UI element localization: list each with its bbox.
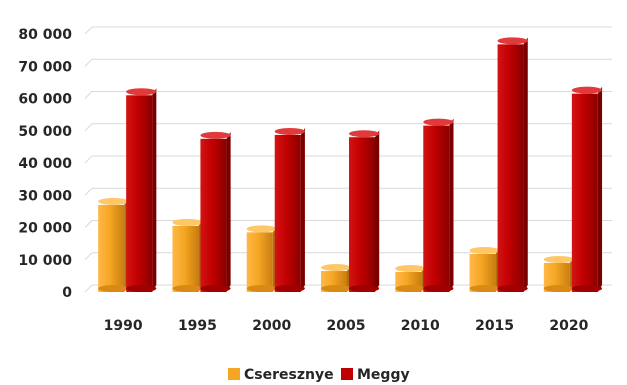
gridline-side xyxy=(84,252,93,261)
x-tick-label: 2010 xyxy=(401,318,440,334)
bar-top xyxy=(321,264,352,272)
bar-cseresznye-2010 xyxy=(395,265,426,292)
bar-meggy-2000 xyxy=(274,127,305,292)
bar-bottom xyxy=(321,285,352,292)
y-tick-label: 60 000 xyxy=(18,92,72,108)
bar-bottom xyxy=(423,285,454,292)
bar-top xyxy=(98,197,129,205)
x-axis: 1990 1995 2000 2005 2010 2015 2020 xyxy=(104,318,589,334)
bar-side xyxy=(152,88,157,293)
bar-front xyxy=(497,44,524,292)
bar-bottom xyxy=(571,285,603,292)
bar-bottom xyxy=(172,285,203,292)
bar-top xyxy=(246,225,277,233)
y-tick-label: 10 000 xyxy=(18,253,72,269)
y-tick-label: 80 000 xyxy=(18,27,72,43)
x-tick-label: 1995 xyxy=(178,318,217,334)
bar-front xyxy=(126,95,153,293)
bar-side xyxy=(449,118,454,292)
bar-front xyxy=(98,204,125,292)
bar-side xyxy=(523,37,528,292)
gridline-side xyxy=(84,58,93,67)
bar-cseresznye-1995 xyxy=(172,218,203,292)
bar-bottom xyxy=(395,285,426,292)
bar-bottom xyxy=(246,285,277,292)
bar-bottom xyxy=(469,285,500,292)
bar-front xyxy=(200,138,227,292)
gridline-side xyxy=(84,284,93,293)
bar-bottom xyxy=(126,285,157,292)
bar-top xyxy=(571,86,603,94)
bar-bottom xyxy=(543,285,575,292)
bar-front xyxy=(246,232,273,292)
bar-bottom xyxy=(274,285,305,292)
x-tick-label: 2000 xyxy=(252,318,291,334)
bar-front xyxy=(349,137,375,292)
bar-meggy-2005 xyxy=(349,130,380,292)
bar-meggy-1995 xyxy=(200,131,231,292)
bar-front xyxy=(274,134,301,292)
gridlines xyxy=(84,26,612,293)
y-tick-label: 40 000 xyxy=(18,156,72,172)
gridline-side xyxy=(84,26,93,35)
y-tick-label: 0 xyxy=(62,285,72,301)
legend-label-meggy: Meggy xyxy=(357,367,410,383)
bar-bottom xyxy=(200,285,231,292)
gridline-side xyxy=(84,123,93,132)
bar-meggy-2015 xyxy=(497,37,528,292)
bar-cseresznye-2015 xyxy=(469,246,500,292)
bar-top xyxy=(395,265,426,273)
bar-top xyxy=(126,88,157,96)
bar-bottom xyxy=(98,285,129,292)
bar-side xyxy=(375,130,380,292)
x-tick-label: 2015 xyxy=(475,318,514,334)
gridline-side xyxy=(84,155,93,164)
bar-meggy-1990 xyxy=(126,88,157,293)
x-tick-label: 2020 xyxy=(549,318,588,334)
bar-front xyxy=(172,225,199,292)
bar-top xyxy=(200,131,231,139)
y-tick-label: 50 000 xyxy=(18,124,72,140)
bar-front xyxy=(571,93,598,292)
bar-bottom xyxy=(349,285,380,292)
bar-meggy-2010 xyxy=(423,118,454,292)
y-axis: 0 10 000 20 000 30 000 40 000 50 000 60 000 70 … xyxy=(18,27,72,301)
bar-side xyxy=(226,131,231,292)
bar-cseresznye-2020 xyxy=(543,255,575,292)
bar-side xyxy=(597,86,603,292)
bar-meggy-2020 xyxy=(571,86,603,292)
y-tick-label: 20 000 xyxy=(18,221,72,237)
bar-bottom xyxy=(497,285,528,292)
legend-swatch-cseresznye xyxy=(228,368,240,380)
x-tick-label: 1990 xyxy=(104,318,143,334)
bar-top xyxy=(543,255,575,263)
bar-side xyxy=(300,127,305,292)
y-tick-label: 30 000 xyxy=(18,188,72,204)
gridline-side xyxy=(84,220,93,228)
bar-cseresznye-2005 xyxy=(321,264,352,292)
bar-cseresznye-1990 xyxy=(98,197,129,292)
bar-top xyxy=(497,37,528,45)
y-tick-label: 70 000 xyxy=(18,59,72,75)
bar-top xyxy=(423,118,454,126)
x-tick-label: 2005 xyxy=(327,318,366,334)
bar-front xyxy=(423,125,450,292)
gridline-side xyxy=(84,187,93,196)
legend-label-cseresznye: Cseresznye xyxy=(244,367,334,383)
bar-cseresznye-2000 xyxy=(246,225,277,292)
gridline-side xyxy=(84,91,93,99)
bars xyxy=(98,37,603,293)
bar-top xyxy=(172,218,203,226)
bar-top xyxy=(469,246,500,254)
legend-swatch-meggy xyxy=(341,368,353,380)
legend: Cseresznye Meggy xyxy=(228,367,410,383)
bar-top xyxy=(274,127,305,135)
bar-top xyxy=(349,130,380,138)
